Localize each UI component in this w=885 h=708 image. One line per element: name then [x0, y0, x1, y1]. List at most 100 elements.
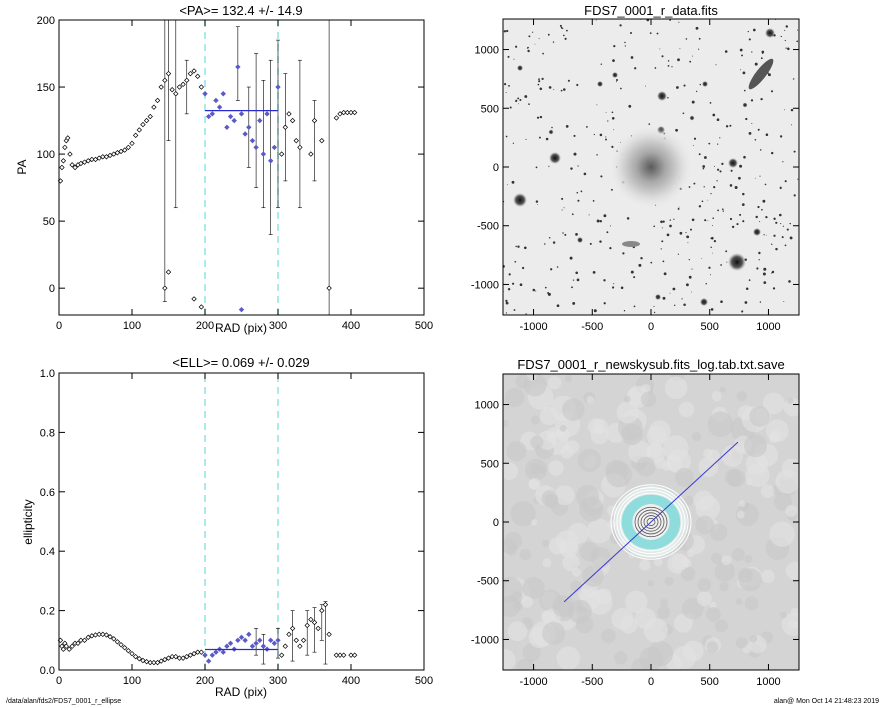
faint-source [605, 138, 607, 141]
residual-texture [746, 478, 753, 486]
faint-source [765, 215, 768, 219]
faint-source [784, 180, 787, 183]
pa-data-point [129, 140, 135, 147]
residual-texture [503, 462, 519, 481]
faint-source [709, 102, 712, 104]
residual-texture [601, 628, 616, 644]
faint-source [548, 236, 551, 239]
img-x-tick-label: 500 [701, 321, 719, 333]
faint-source [552, 241, 556, 244]
faint-source [787, 47, 790, 51]
pa-data-point [122, 147, 128, 153]
img-x-tick-label: -1000 [519, 321, 547, 333]
faint-source [513, 58, 515, 60]
faint-source [784, 109, 785, 111]
faint-source [742, 220, 745, 223]
residual-texture [503, 419, 509, 428]
isophote-ring [616, 489, 686, 555]
residual-texture [714, 561, 735, 582]
faint-source [515, 45, 518, 48]
faint-source [688, 275, 692, 279]
faint-source [710, 237, 712, 239]
faint-source [505, 301, 509, 305]
model-y-tick-label: 0 [493, 517, 499, 529]
faint-source [748, 132, 752, 135]
faint-source [702, 167, 705, 170]
residual-texture [619, 616, 638, 634]
faint-source [600, 63, 603, 65]
faint-source [610, 225, 611, 227]
pa-x-label: RAD (pix) [215, 321, 267, 335]
ell-data-point [81, 637, 88, 643]
ell-x-tick-label: 400 [342, 675, 360, 687]
faint-source [562, 232, 564, 234]
pa-data-point [264, 111, 270, 117]
residual-texture [539, 406, 559, 426]
faint-source [736, 223, 739, 226]
data-image [503, 19, 799, 315]
faint-source [537, 204, 539, 205]
faint-source [606, 231, 609, 234]
residual-texture [521, 595, 534, 608]
faint-source [576, 278, 580, 282]
faint-source [561, 197, 564, 200]
ell-data-point [75, 640, 81, 646]
pa-data-point [286, 111, 292, 117]
faint-source [790, 108, 794, 112]
pa-data-point [319, 137, 325, 144]
residual-texture [614, 651, 628, 665]
ell-x-label: RAD (pix) [215, 685, 267, 699]
faint-source [538, 80, 541, 83]
residual-texture [516, 658, 536, 670]
faint-source [702, 165, 706, 168]
residual-texture [623, 395, 631, 403]
pa-data-point [158, 84, 164, 90]
pa-data-point [271, 144, 278, 151]
faint-source [599, 133, 603, 137]
pa-data-point [282, 124, 288, 130]
faint-source [654, 67, 657, 69]
faint-source [653, 311, 656, 314]
faint-source [677, 253, 680, 255]
faint-source [562, 28, 564, 30]
faint-source [716, 118, 720, 122]
ell-data-point [180, 655, 186, 661]
pa-data-point [125, 144, 132, 151]
residual-texture [744, 596, 759, 611]
residual-texture [504, 387, 525, 408]
pa-data-point [238, 111, 245, 117]
faint-source [741, 54, 743, 57]
faint-source [713, 185, 716, 189]
residual-texture [548, 460, 564, 476]
faint-source [710, 193, 712, 195]
img-y-tick-label: -500 [477, 221, 499, 233]
residual-texture [709, 523, 728, 542]
residual-texture [587, 418, 604, 435]
residual-texture [510, 501, 536, 527]
faint-source [712, 225, 713, 227]
faint-source [596, 104, 598, 106]
faint-source [679, 231, 683, 235]
faint-source [712, 113, 716, 117]
ell-data-point [66, 646, 72, 652]
pa-data-point [337, 111, 343, 117]
pa-data-point [132, 132, 139, 139]
faint-source [519, 283, 523, 287]
faint-source [596, 219, 600, 223]
residual-texture [625, 590, 648, 613]
faint-source [633, 276, 636, 279]
ell-data-point [257, 637, 263, 643]
faint-source [538, 78, 540, 80]
residual-texture [541, 490, 558, 507]
faint-source [719, 137, 721, 139]
residual-texture [562, 398, 585, 422]
faint-source [756, 267, 759, 270]
faint-source [577, 199, 580, 202]
residual-texture [714, 619, 728, 633]
faint-source [592, 271, 596, 274]
ell-data-point [333, 652, 340, 658]
residual-texture [577, 588, 590, 601]
faint-source [512, 282, 515, 285]
faint-source [527, 49, 530, 53]
faint-source [575, 233, 578, 236]
